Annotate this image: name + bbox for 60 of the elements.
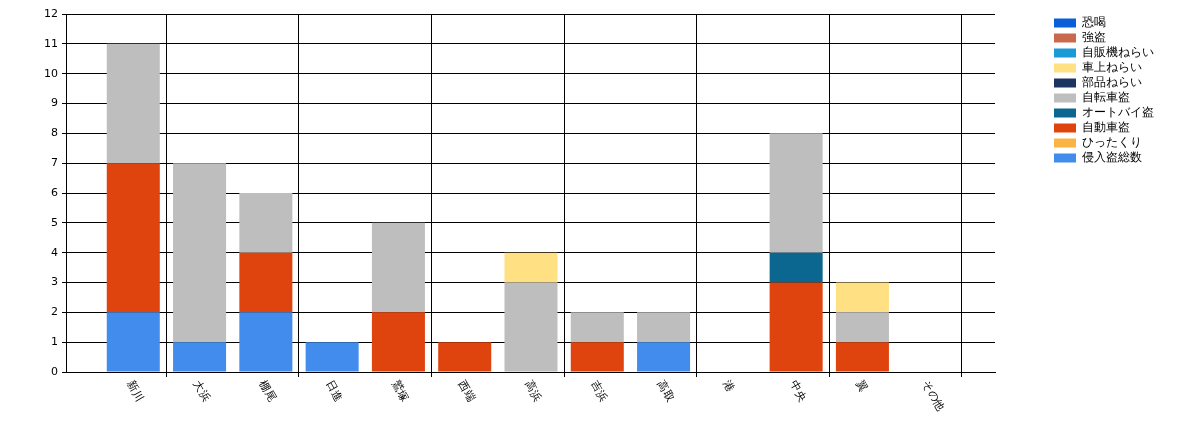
x-tick-label: 西端 [455, 378, 478, 404]
x-tick-label: 吉浜 [588, 378, 611, 404]
x-tick-label: 鷲塚 [389, 378, 412, 404]
y-tick-label: 6 [51, 185, 58, 199]
legend-label: 自販機ねらい [1082, 45, 1154, 60]
x-tick-label: 高浜 [521, 378, 545, 404]
bar [305, 342, 359, 372]
legend-label: 車上ねらい [1082, 60, 1142, 75]
bar [835, 282, 889, 313]
x-tick-label: 日進 [323, 378, 346, 404]
legend-label: 自動車盗 [1082, 120, 1130, 135]
bar [570, 312, 624, 343]
legend-label: 恐喝 [1081, 15, 1106, 30]
legend-label: 部品ねらい [1082, 75, 1142, 90]
bar [835, 312, 889, 343]
x-tick-label: その他 [919, 378, 948, 414]
y-tick-label: 8 [51, 126, 58, 140]
y-tick-label: 12 [44, 6, 58, 20]
legend-label: 自転車盗 [1082, 90, 1130, 105]
x-tick-label: 新川 [124, 378, 147, 404]
bar [769, 133, 823, 253]
bar [239, 252, 293, 313]
bar [371, 222, 425, 313]
y-tick-label: 11 [44, 36, 58, 50]
bar [504, 252, 558, 283]
bar [769, 252, 823, 283]
bar [570, 342, 624, 372]
x-tick-label: 翼 [853, 378, 871, 395]
y-tick-label: 0 [51, 364, 58, 378]
bar [106, 43, 160, 164]
bar [438, 342, 492, 372]
bar [371, 312, 425, 372]
bar [637, 342, 691, 372]
bar [173, 163, 227, 343]
bar [769, 282, 823, 372]
y-tick-label: 5 [51, 215, 58, 229]
x-tick-label: 大浜 [190, 378, 213, 404]
x-tick-label: 高取 [654, 378, 677, 404]
legend-label: 侵入盗総数 [1082, 150, 1142, 165]
legend-label: 強盗 [1082, 30, 1106, 45]
y-tick-label: 1 [51, 335, 58, 349]
bar [173, 342, 227, 372]
y-tick-label: 9 [51, 96, 58, 110]
bar [106, 312, 160, 372]
y-tick-label: 3 [51, 275, 58, 289]
x-tick-label: 港 [720, 378, 738, 395]
bar [239, 193, 293, 253]
bar [637, 312, 691, 343]
bar [106, 163, 160, 313]
x-tick-label: 棚尾 [256, 378, 280, 404]
bar [239, 312, 293, 372]
bar [835, 342, 889, 372]
y-tick-label: 4 [51, 245, 58, 259]
y-tick-label: 7 [51, 156, 58, 170]
legend-label: ひったくり [1082, 135, 1142, 150]
x-tick-label: 中央 [787, 378, 810, 404]
y-tick-label: 2 [51, 305, 58, 319]
legend-label: オートバイ盗 [1082, 105, 1154, 120]
bar [504, 282, 558, 372]
y-tick-label: 10 [44, 66, 58, 80]
